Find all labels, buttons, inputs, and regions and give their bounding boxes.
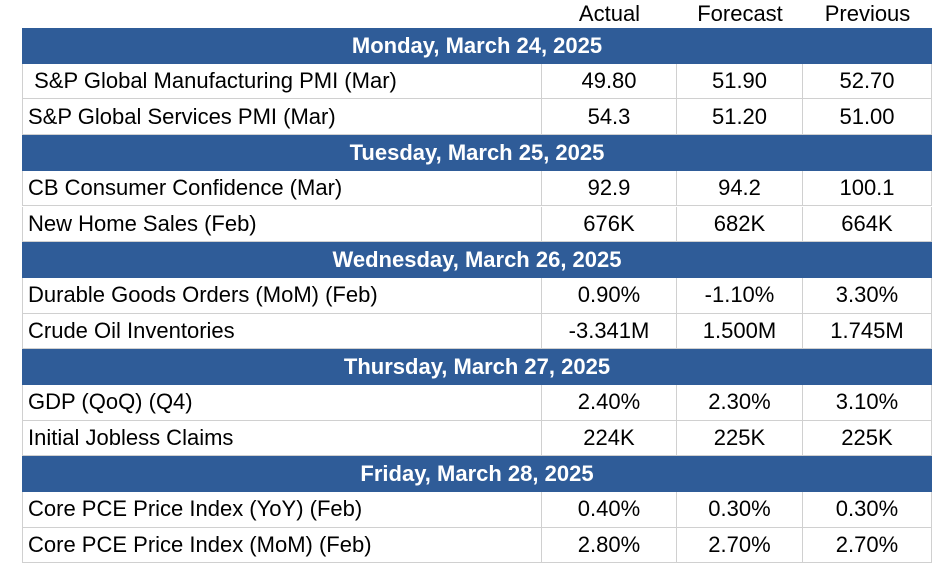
row-value: 49.80 <box>542 63 677 100</box>
row-value: 52.70 <box>803 63 932 100</box>
row-value: 0.30% <box>677 492 803 528</box>
row-label: Core PCE Price Index (YoY) (Feb) <box>22 492 542 528</box>
row-value: 54.3 <box>542 99 677 136</box>
day-header: Thursday, March 27, 2025 <box>22 349 932 385</box>
row-value: 51.00 <box>803 99 932 136</box>
row-label: S&P Global Manufacturing PMI (Mar) <box>22 63 542 100</box>
row-value: 3.10% <box>803 385 932 421</box>
row-value: 664K <box>803 206 932 243</box>
row-value: 2.70% <box>803 527 932 564</box>
row-value: 682K <box>677 206 803 243</box>
row-value: 2.40% <box>542 385 677 421</box>
row-value: -1.10% <box>677 277 803 314</box>
row-value: 94.2 <box>677 170 803 207</box>
row-value: -3.341M <box>542 313 677 350</box>
row-label: S&P Global Services PMI (Mar) <box>22 99 542 136</box>
row-value: 225K <box>677 420 803 457</box>
row-value: 2.30% <box>677 385 803 421</box>
row-label: New Home Sales (Feb) <box>22 206 542 243</box>
day-header: Tuesday, March 25, 2025 <box>22 135 932 171</box>
row-value: 1.500M <box>677 313 803 350</box>
row-label: GDP (QoQ) (Q4) <box>22 385 542 421</box>
row-value: 225K <box>803 420 932 457</box>
row-label: Core PCE Price Index (MoM) (Feb) <box>22 527 542 564</box>
row-label: Crude Oil Inventories <box>22 313 542 350</box>
row-value: 0.40% <box>542 492 677 528</box>
row-label: Initial Jobless Claims <box>22 420 542 457</box>
row-value: 51.20 <box>677 99 803 136</box>
column-header: Actual <box>578 1 641 26</box>
row-value: 224K <box>542 420 677 457</box>
row-value: 2.70% <box>677 527 803 564</box>
row-label: Durable Goods Orders (MoM) (Feb) <box>22 277 542 314</box>
row-value: 676K <box>542 206 677 243</box>
row-value: 2.80% <box>542 527 677 564</box>
day-header: Wednesday, March 26, 2025 <box>22 242 932 278</box>
row-label: CB Consumer Confidence (Mar) <box>22 170 542 207</box>
column-header: Previous <box>824 1 911 26</box>
day-header: Monday, March 24, 2025 <box>22 28 932 64</box>
row-value: 51.90 <box>677 63 803 100</box>
row-value: 92.9 <box>542 170 677 207</box>
row-value: 3.30% <box>803 277 932 314</box>
row-value: 0.30% <box>803 492 932 528</box>
column-header: Forecast <box>697 1 783 26</box>
row-value: 0.90% <box>542 277 677 314</box>
day-header: Friday, March 28, 2025 <box>22 456 932 493</box>
row-value: 1.745M <box>803 313 932 350</box>
row-value: 100.1 <box>803 170 932 207</box>
